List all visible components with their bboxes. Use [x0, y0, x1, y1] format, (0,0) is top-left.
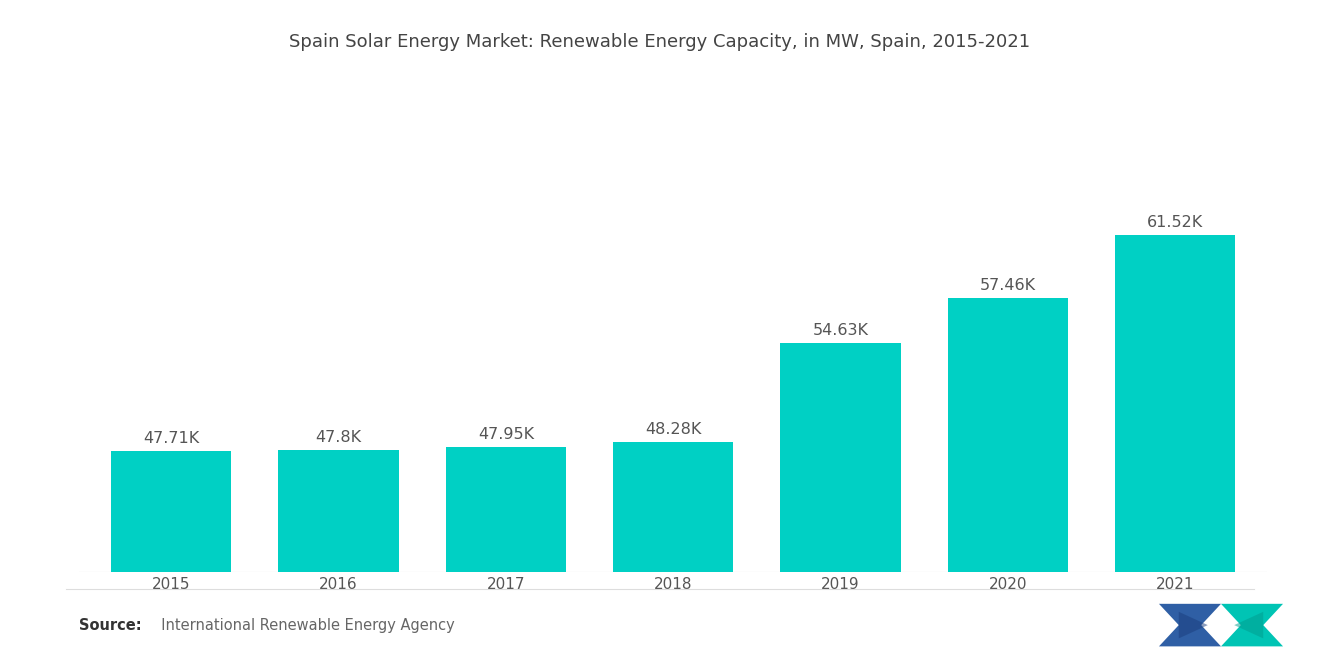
Bar — [948, 298, 1068, 665]
Text: 57.46K: 57.46K — [979, 278, 1036, 293]
Bar — [111, 451, 231, 665]
Bar — [780, 342, 900, 665]
Polygon shape — [1234, 612, 1263, 638]
Text: 54.63K: 54.63K — [813, 323, 869, 338]
Text: 61.52K: 61.52K — [1147, 215, 1204, 229]
Bar — [612, 442, 734, 665]
Text: International Renewable Energy Agency: International Renewable Energy Agency — [152, 618, 454, 632]
Text: 47.8K: 47.8K — [315, 430, 362, 445]
Bar — [446, 448, 566, 665]
Polygon shape — [1179, 612, 1208, 638]
Text: Source:: Source: — [79, 618, 141, 632]
Bar — [279, 450, 399, 665]
Bar — [1115, 235, 1236, 665]
Text: 48.28K: 48.28K — [645, 422, 701, 437]
Text: 47.95K: 47.95K — [478, 428, 533, 442]
Text: 47.71K: 47.71K — [143, 431, 199, 446]
Polygon shape — [1221, 604, 1283, 646]
Polygon shape — [1159, 604, 1221, 646]
Text: Spain Solar Energy Market: Renewable Energy Capacity, in MW, Spain, 2015-2021: Spain Solar Energy Market: Renewable Ene… — [289, 33, 1031, 51]
